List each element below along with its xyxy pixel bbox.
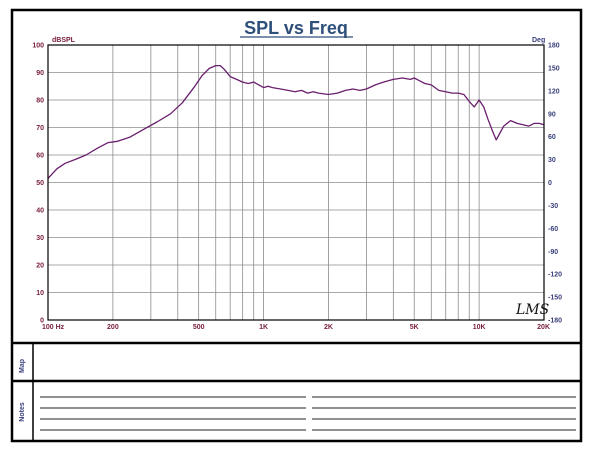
y-tick-label-right: -120 bbox=[548, 272, 562, 279]
notes-section-label: Notes bbox=[19, 402, 26, 422]
y-tick-labels-left: 0 10 20 30 40 50 60 70 80 90 100 bbox=[32, 43, 44, 325]
notes-lines bbox=[40, 396, 576, 431]
y-tick-label-right: -60 bbox=[548, 226, 558, 233]
x-tick-label: 20K bbox=[537, 324, 550, 331]
y-tick-label-left: 10 bbox=[36, 290, 44, 297]
y-axis-right-label: Deg bbox=[532, 37, 545, 44]
y-tick-label-right: 180 bbox=[548, 43, 560, 50]
x-tick-label: 2K bbox=[324, 324, 333, 331]
map-section-label: Map bbox=[19, 359, 26, 373]
y-tick-label-left: 0 bbox=[40, 318, 44, 325]
y-tick-label-right: 30 bbox=[548, 157, 556, 164]
grid-lines bbox=[48, 45, 544, 320]
x-tick-label: 100 Hz bbox=[42, 324, 65, 331]
y-tick-label-left: 20 bbox=[36, 263, 44, 270]
y-tick-labels-right: -180 -150 -120 -90 -60 -30 0 30 60 90 120 150 180 bbox=[548, 43, 562, 325]
series-group bbox=[47, 64, 545, 179]
y-tick-label-left: 50 bbox=[36, 180, 44, 187]
y-tick-label-right: -30 bbox=[548, 203, 558, 210]
y-tick-label-left: 100 bbox=[32, 43, 44, 50]
y-tick-label-right: 60 bbox=[548, 134, 556, 141]
y-axis-left-label: dBSPL bbox=[52, 37, 76, 44]
spl-series-line bbox=[47, 64, 545, 179]
y-tick-label-right: -180 bbox=[548, 318, 562, 325]
x-tick-label: 200 bbox=[107, 324, 119, 331]
y-tick-label-right: 0 bbox=[548, 180, 552, 187]
x-tick-label: 10K bbox=[473, 324, 486, 331]
y-tick-label-left: 40 bbox=[36, 208, 44, 215]
chart-title: SPL vs Freq bbox=[244, 18, 348, 38]
y-tick-label-left: 80 bbox=[36, 98, 44, 105]
x-tick-label: 500 bbox=[193, 324, 205, 331]
x-tick-labels: 100 Hz 200 500 1K 2K 5K 10K 20K bbox=[42, 324, 550, 331]
y-tick-label-left: 90 bbox=[36, 70, 44, 77]
y-tick-label-left: 60 bbox=[36, 153, 44, 160]
y-tick-label-right: 120 bbox=[548, 88, 560, 95]
x-tick-label: 1K bbox=[259, 324, 268, 331]
y-tick-label-right: 90 bbox=[548, 111, 556, 118]
y-tick-label-left: 70 bbox=[36, 125, 44, 132]
y-tick-label-right: 150 bbox=[548, 65, 560, 72]
plot-border bbox=[47, 44, 545, 321]
y-tick-label-right: -150 bbox=[548, 295, 562, 302]
y-tick-label-right: -90 bbox=[548, 249, 558, 256]
y-tick-label-left: 30 bbox=[36, 235, 44, 242]
x-tick-label: 5K bbox=[410, 324, 419, 331]
signature: LMS bbox=[515, 302, 549, 318]
